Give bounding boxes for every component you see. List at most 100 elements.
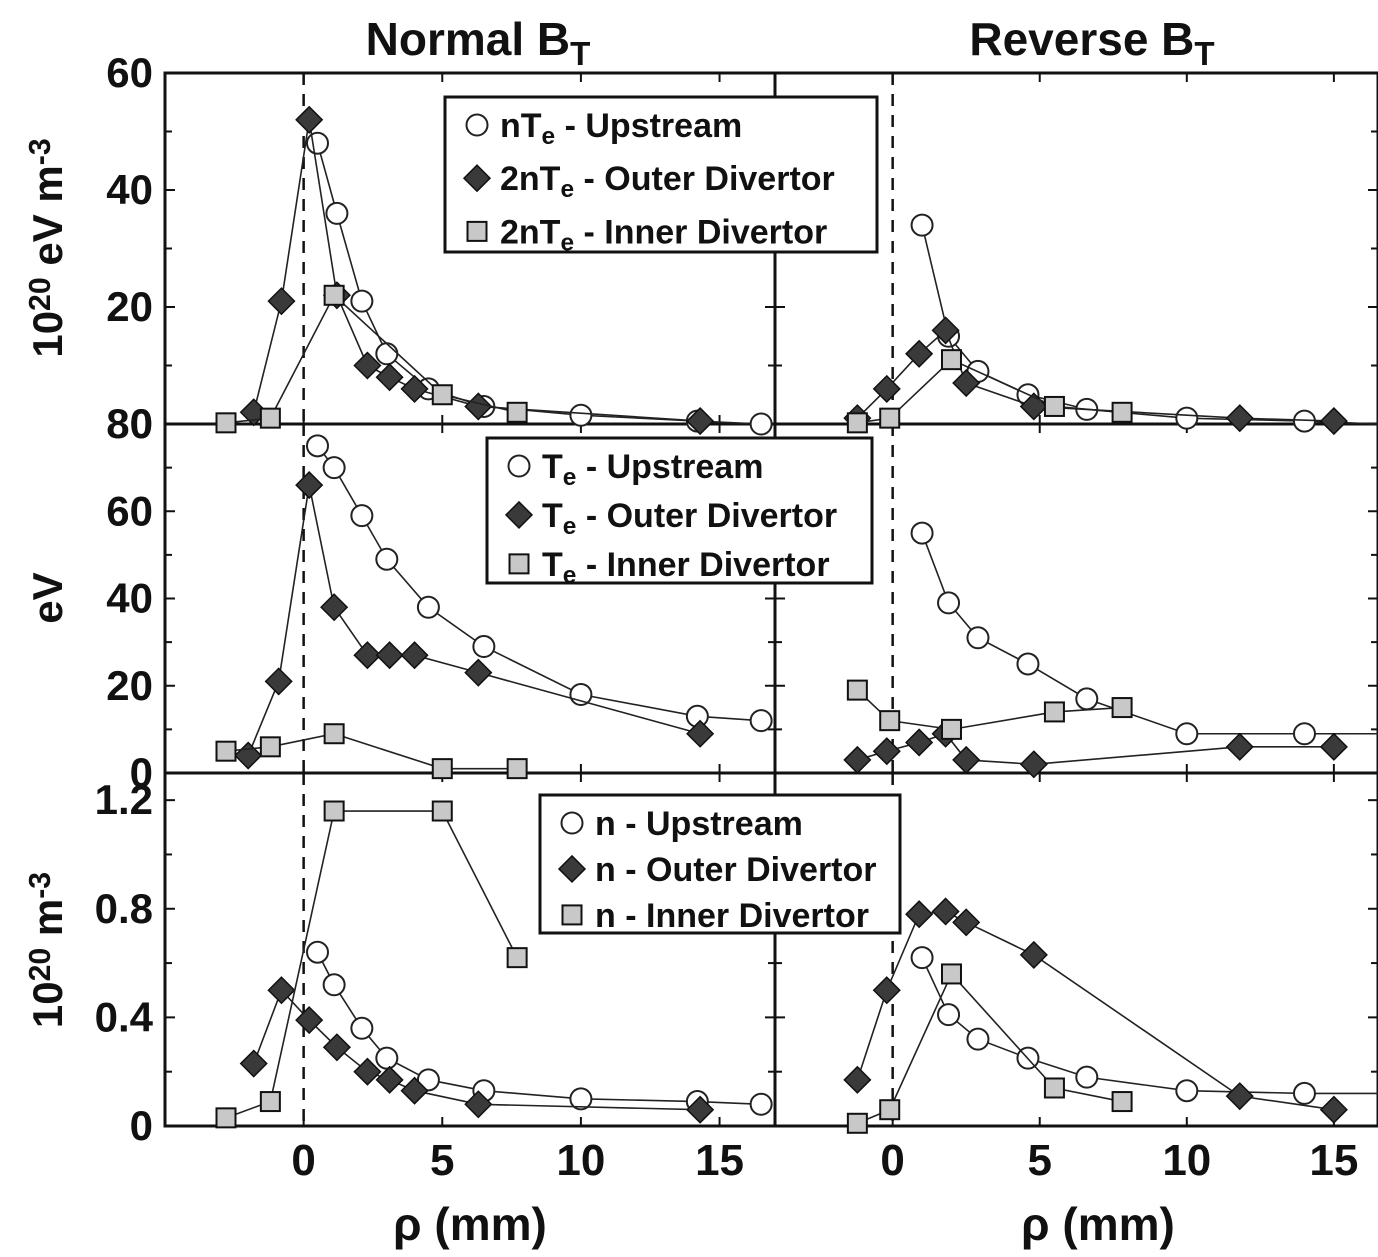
square-marker bbox=[259, 1091, 281, 1113]
diamond-marker bbox=[375, 363, 404, 392]
diamond-marker bbox=[400, 374, 429, 403]
circle-marker bbox=[1175, 406, 1199, 430]
x-tick-label: 15 bbox=[695, 1136, 744, 1185]
legend-entry: 2nTe - Outer Divertor bbox=[500, 160, 835, 203]
square-marker bbox=[431, 758, 453, 780]
square-marker bbox=[1111, 401, 1133, 423]
diamond-marker bbox=[353, 641, 382, 670]
legend-entry: Te - Outer Divertor bbox=[542, 497, 837, 540]
diamond-marker bbox=[1319, 1095, 1348, 1124]
diamond-marker bbox=[843, 1065, 872, 1094]
circle-marker bbox=[375, 547, 399, 571]
diamond-marker bbox=[905, 339, 934, 368]
circle-marker bbox=[306, 940, 329, 964]
diamond-marker bbox=[464, 1090, 493, 1119]
diamond-marker bbox=[322, 1033, 351, 1062]
diamond-marker bbox=[1225, 732, 1254, 761]
square-marker bbox=[1043, 701, 1065, 723]
x-tick-label: 15 bbox=[1309, 1136, 1358, 1185]
square-marker bbox=[1043, 1077, 1065, 1099]
y-tick-label: 60 bbox=[106, 487, 153, 534]
y-tick-label: 40 bbox=[106, 575, 153, 622]
square-marker bbox=[323, 800, 345, 822]
circle-marker bbox=[749, 412, 773, 436]
square-marker bbox=[1043, 395, 1065, 417]
y-axis-label-text: 1020 m-3 bbox=[24, 872, 71, 1028]
diamond-marker bbox=[557, 854, 587, 884]
legend: Te - Upstream Te - Outer Divertor Te - Inn… bbox=[485, 436, 874, 589]
diamond-marker bbox=[375, 1065, 404, 1094]
panel-series bbox=[215, 434, 773, 780]
y-tick-label: 0 bbox=[130, 749, 153, 796]
panel-series bbox=[843, 213, 1378, 436]
circle-marker bbox=[375, 1046, 399, 1070]
diamond-marker bbox=[1225, 1082, 1254, 1111]
diamond-marker bbox=[400, 641, 429, 670]
diamond-marker bbox=[686, 719, 715, 748]
square-marker bbox=[940, 349, 962, 371]
diamond-marker bbox=[952, 908, 981, 937]
y-axis-label-text: eV bbox=[24, 572, 71, 623]
circle-marker bbox=[416, 595, 440, 619]
legend-entry: n - Inner Divertor bbox=[595, 897, 869, 935]
legend-entry: Te - Upstream bbox=[542, 448, 763, 491]
diamond-marker bbox=[931, 316, 960, 345]
circle-marker bbox=[350, 504, 374, 528]
square-marker bbox=[506, 947, 528, 969]
y-axis-label: 1020 eV m-3 bbox=[24, 138, 71, 357]
circle-marker bbox=[569, 1087, 593, 1111]
diamond-marker bbox=[295, 105, 324, 134]
square-marker bbox=[215, 412, 237, 434]
square-marker bbox=[846, 679, 868, 701]
circle-marker bbox=[560, 811, 584, 835]
panel-series bbox=[215, 105, 773, 436]
diamond-marker bbox=[1319, 732, 1348, 761]
circle-marker bbox=[1075, 1065, 1099, 1089]
diamond-marker bbox=[686, 407, 715, 436]
circle-marker bbox=[306, 131, 329, 155]
square-marker bbox=[940, 963, 962, 985]
diamond-marker bbox=[267, 287, 296, 316]
square-marker bbox=[940, 718, 962, 740]
circle-marker bbox=[910, 946, 934, 970]
square-marker bbox=[506, 758, 528, 780]
series-line bbox=[856, 910, 1334, 1111]
square-marker bbox=[259, 736, 281, 758]
y-tick-label: 0 bbox=[130, 1102, 153, 1149]
diamond-marker bbox=[1019, 940, 1048, 969]
panel-title: Reverse BT bbox=[969, 13, 1214, 73]
legend-box bbox=[538, 793, 902, 935]
square-marker bbox=[846, 412, 868, 434]
diamond-marker bbox=[400, 1076, 429, 1105]
circle-marker bbox=[322, 456, 346, 480]
diamond-marker bbox=[1225, 404, 1254, 433]
circle-marker bbox=[1292, 722, 1316, 746]
circle-marker bbox=[1016, 652, 1040, 676]
y-tick-label: 20 bbox=[106, 283, 153, 330]
circle-marker bbox=[465, 113, 489, 137]
square-marker bbox=[215, 1107, 237, 1129]
circle-marker bbox=[322, 973, 346, 997]
y-axis-label: 1020 m-3 bbox=[24, 872, 71, 1028]
circle-marker bbox=[416, 1068, 440, 1092]
x-axis-label: ρ (mm) bbox=[1021, 1198, 1175, 1250]
diamond-marker bbox=[375, 641, 404, 670]
square-marker bbox=[506, 401, 528, 423]
circle-marker bbox=[910, 521, 934, 545]
y-tick-label: 20 bbox=[106, 662, 153, 709]
y-tick-label: 0 bbox=[130, 400, 153, 447]
circle-marker bbox=[350, 1016, 374, 1040]
x-tick-label: 0 bbox=[291, 1136, 315, 1185]
diamond-marker bbox=[905, 900, 934, 929]
diamond-marker bbox=[464, 658, 493, 687]
circle-marker bbox=[375, 342, 399, 366]
circle-marker bbox=[1175, 722, 1199, 746]
circle-marker bbox=[472, 634, 496, 658]
panel-series bbox=[843, 521, 1378, 779]
legend-layer: nTe - Upstream 2nTe - Outer Divertor 2nTe … bbox=[443, 95, 902, 935]
diamond-marker bbox=[353, 351, 382, 380]
diamond-marker bbox=[872, 374, 901, 403]
legend-box bbox=[485, 436, 874, 585]
diamond-marker bbox=[872, 976, 901, 1005]
